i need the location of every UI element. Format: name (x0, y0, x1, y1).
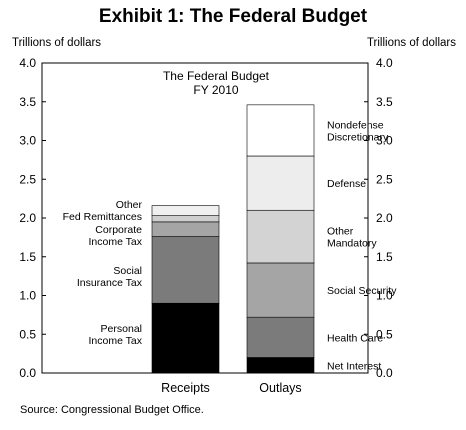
right-tick-label: 4.0 (376, 56, 393, 70)
category-labels: Receipts Outlays (161, 381, 302, 395)
left-axis-unit-label: Trillions of dollars (12, 37, 102, 49)
right-tick-label: 2.5 (376, 172, 393, 186)
bar-segment-personal-income-tax (151, 302, 220, 374)
right-tick-label: 3.5 (376, 95, 393, 109)
plot-frame (41, 62, 369, 374)
segment-label: Income Tax (89, 335, 143, 347)
segment-label: Mandatory (327, 238, 377, 250)
left-tick-label: 0.5 (19, 327, 36, 341)
chart-inner-title: The Federal Budget (163, 69, 270, 83)
left-tick-label: 0.0 (19, 366, 36, 380)
bar-segment-social-security (246, 262, 315, 318)
left-tick-label: 2.5 (19, 172, 36, 186)
bar-segment-fed-remittances (151, 215, 220, 223)
segment-label: Net Interest (327, 360, 381, 372)
bar-segment-other (151, 205, 220, 216)
right-axis-unit-label: Trillions of dollars (366, 37, 456, 49)
bar-segment-social-insurance-tax (151, 236, 220, 304)
right-tick-label: 3.0 (376, 134, 393, 148)
right-tick-label: 2.0 (376, 211, 393, 225)
right-tick-label: 0.0 (376, 366, 393, 380)
category-label: Outlays (259, 381, 301, 395)
segment-label: Discretionary (327, 131, 389, 143)
segment-label: Other (327, 226, 354, 238)
left-axis-ticks: 0.0 0.5 1.0 1.5 2.0 2.5 3.0 3.5 4.0 (19, 56, 46, 380)
segment-label: Insurance Tax (77, 277, 143, 289)
federal-budget-chart: 0.0 0.5 1.0 1.5 2.0 2.5 3.0 3.5 4.0 0.0 0.5 1.0 1.5… (19, 56, 398, 395)
segment-label: Personal (101, 323, 142, 335)
left-tick-label: 3.0 (19, 134, 36, 148)
segment-label: Nondefense (327, 119, 384, 131)
bars-layer (151, 104, 315, 374)
bar-segment-corporate-income-tax (151, 221, 220, 237)
left-tick-label: 1.0 (19, 289, 36, 303)
right-tick-label: 1.5 (376, 250, 393, 264)
left-tick-label: 3.5 (19, 95, 36, 109)
bar-segment-other-mandatory (246, 209, 315, 264)
chart-inner-subtitle: FY 2010 (193, 83, 238, 97)
bar-segment-defense (246, 155, 315, 211)
segment-label: Social Security (327, 285, 397, 297)
segment-label: Other (116, 199, 143, 211)
bar-segment-nondefense-discretionary (246, 104, 315, 157)
exhibit-title: Exhibit 1: The Federal Budget (98, 6, 368, 27)
segment-label: Health Care (327, 332, 383, 344)
right-axis-ticks: 0.0 0.5 1.0 1.5 2.0 2.5 3.0 3.5 4.0 (364, 56, 393, 380)
segment-label: Fed Remittances (63, 211, 142, 223)
left-tick-label: 2.0 (19, 211, 36, 225)
source-note: Source: Congressional Budget Office. (20, 404, 204, 416)
bar-segment-health-care (246, 316, 315, 358)
segment-label: Corporate (95, 224, 142, 236)
bar-segment-net-interest (246, 357, 315, 374)
segment-label: Defense (327, 178, 366, 190)
segment-label: Social (113, 265, 142, 277)
category-label: Receipts (161, 381, 210, 395)
left-tick-label: 1.5 (19, 250, 36, 264)
left-tick-label: 4.0 (19, 56, 36, 70)
segment-label: Income Tax (89, 236, 143, 248)
right-tick-label: 1.0 (376, 289, 393, 303)
right-tick-label: 0.5 (376, 327, 393, 341)
